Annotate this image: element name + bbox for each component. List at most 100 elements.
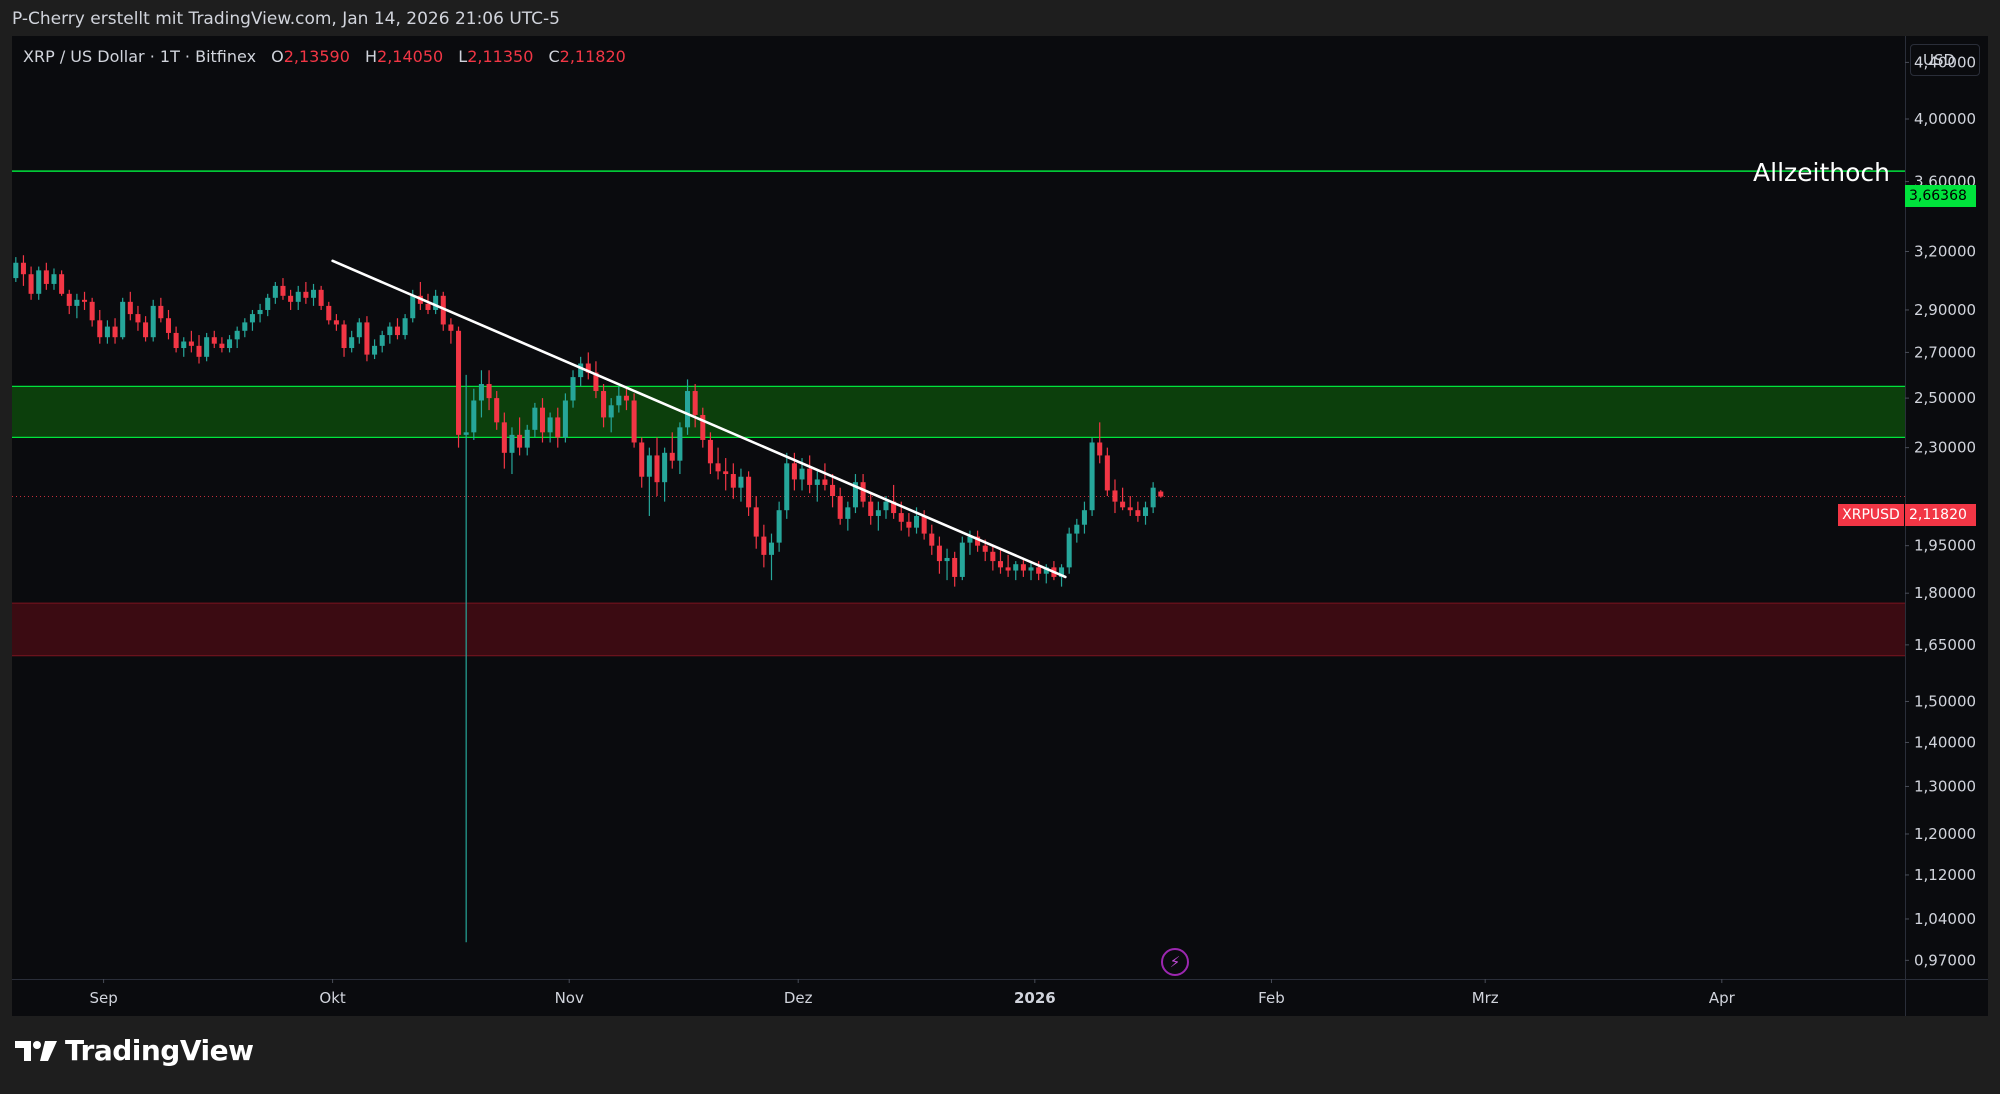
candle-body	[173, 332, 179, 349]
brand-name: TradingView	[65, 1034, 254, 1067]
x-axis-tick-label: 2026	[1014, 989, 1056, 1007]
candle-body	[440, 295, 446, 325]
candle-body	[97, 320, 103, 338]
y-axis-tick-label: 2,50000	[1914, 389, 1976, 407]
tradingview-brand: TradingView	[15, 1034, 254, 1067]
candle-body	[288, 295, 294, 302]
candle-body	[967, 536, 973, 543]
candle-body	[662, 452, 668, 483]
candle-body	[654, 455, 660, 483]
candle-body	[1081, 510, 1087, 525]
candle-body	[891, 501, 897, 514]
candle-body	[929, 533, 935, 546]
candle-body	[433, 295, 439, 310]
candle-body	[1112, 490, 1118, 502]
x-axis-tick-label: Sep	[89, 989, 117, 1007]
candle-body	[227, 339, 233, 349]
candle-body	[310, 289, 317, 298]
x-axis-tick-label: Okt	[319, 989, 345, 1007]
candle-body	[784, 463, 790, 511]
candle-body	[135, 314, 141, 323]
candle-body	[753, 507, 759, 537]
candle-body	[578, 363, 584, 378]
symbol-name[interactable]: XRP / US Dollar · 1T · Bitfinex	[23, 47, 257, 66]
last-price-tag: 2,11820	[1905, 504, 1976, 526]
y-axis-tick-label: 1,04000	[1914, 910, 1976, 928]
candle-body	[104, 326, 110, 338]
candle-body	[74, 299, 80, 306]
y-axis-tick-label: 1,95000	[1914, 537, 1976, 555]
candle-body	[318, 289, 324, 306]
candle-body	[685, 391, 691, 428]
candle-body	[623, 395, 629, 401]
support-zone	[12, 603, 1905, 656]
candle-body	[715, 463, 721, 472]
candle-body	[204, 337, 210, 357]
price-chart[interactable]: 4,400004,000003,600003,200002,900002,700…	[12, 36, 1988, 1016]
candle-body	[28, 274, 34, 294]
candle-body	[51, 274, 57, 284]
x-axis-tick-label: Feb	[1258, 989, 1285, 1007]
candle-body	[1059, 567, 1065, 577]
y-axis-tick-label: 4,00000	[1914, 110, 1976, 128]
candle-body	[837, 496, 843, 519]
candle-body	[776, 510, 782, 543]
resistance-zone	[12, 386, 1905, 438]
candle-body	[807, 468, 813, 485]
candle-body	[723, 471, 729, 475]
candle-body	[669, 452, 675, 461]
candle-body	[539, 407, 546, 433]
candle-body	[1097, 442, 1103, 456]
y-axis-tick-label: 1,65000	[1914, 636, 1976, 654]
downtrend-line	[331, 259, 1067, 579]
x-axis-tick-label: Nov	[555, 989, 584, 1007]
candle-body	[921, 515, 927, 534]
candle-body	[120, 301, 126, 338]
candle-body	[20, 262, 26, 275]
candle-body	[158, 305, 164, 319]
candle-body	[1043, 567, 1049, 574]
candle-body	[547, 417, 553, 433]
candle-body	[677, 427, 683, 461]
candle-body	[608, 405, 614, 418]
candle-body	[81, 299, 88, 302]
candle-body	[341, 324, 347, 349]
chart-frame[interactable]: 4,40000 4,00000 3,60000 3,20000 2,90000 2,700…	[12, 36, 1988, 1016]
y-axis-tick-label: 1,12000	[1914, 866, 1976, 884]
candle-body	[944, 557, 950, 562]
candle-body	[1135, 510, 1141, 516]
candle-body	[425, 303, 431, 310]
candle-body	[143, 322, 149, 338]
ath-price-tag: 3,66368	[1905, 185, 1976, 207]
candle-body	[265, 297, 271, 310]
symbol-info-bar: XRP / US Dollar · 1T · Bitfinex O2,13590…	[23, 47, 626, 66]
y-axis-tick-label: 0,97000	[1914, 951, 1976, 969]
candle-body	[127, 301, 133, 315]
open-label: O	[271, 47, 284, 66]
candle-body	[845, 507, 851, 519]
candle-body	[585, 363, 591, 373]
candle-body	[1074, 524, 1080, 534]
candle-body	[1066, 533, 1072, 568]
candle-body	[1150, 487, 1156, 508]
lightning-icon[interactable]: ⚡	[1161, 948, 1189, 976]
candle-body	[249, 314, 255, 323]
candle-body	[387, 326, 393, 336]
open-value: 2,13590	[283, 47, 350, 66]
candle-body	[1089, 442, 1095, 511]
candle-body	[562, 400, 568, 438]
close-label: C	[548, 47, 560, 66]
candle-body	[456, 330, 462, 435]
candle-body	[913, 515, 920, 528]
close-value: 2,11820	[559, 47, 626, 66]
currency-selector[interactable]: USD	[1910, 44, 1980, 76]
candle-body	[410, 295, 416, 319]
candle-body	[43, 270, 49, 284]
candle-body	[234, 330, 240, 340]
candle-body	[814, 479, 820, 485]
all-time-high-annotation[interactable]: Allzeithoch	[1753, 158, 1890, 187]
x-axis-tick-label: Apr	[1709, 989, 1736, 1007]
candle-body	[830, 484, 836, 497]
candle-body	[990, 551, 996, 562]
candle-body	[936, 545, 942, 562]
